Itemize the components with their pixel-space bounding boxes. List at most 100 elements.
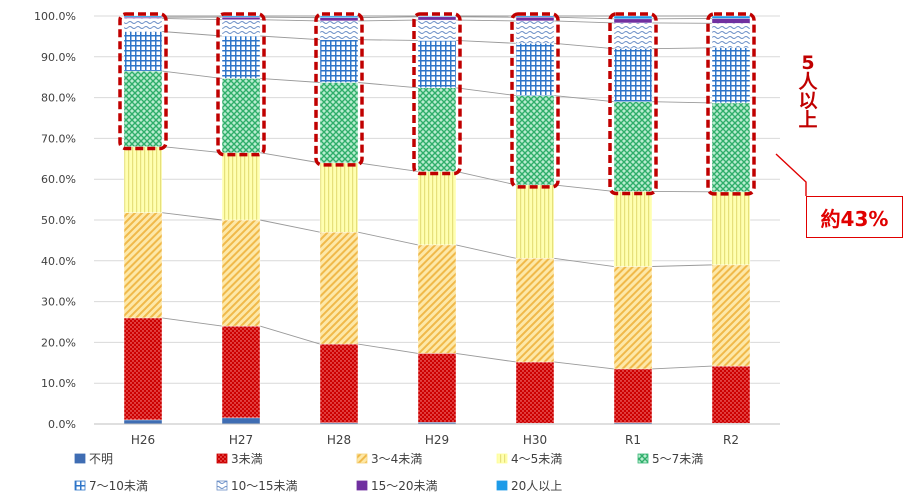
bar-segment [516, 43, 554, 95]
connector-line [358, 344, 418, 353]
connector-line [358, 40, 418, 41]
y-tick-label: 20.0% [41, 336, 76, 349]
bar-segment [712, 16, 750, 18]
bar-segment [516, 258, 554, 362]
bar-segment [516, 16, 554, 17]
bar-segment [124, 318, 162, 420]
y-tick-label: 70.0% [41, 132, 76, 145]
bar-segment [418, 353, 456, 422]
x-tick-label: H29 [425, 433, 449, 447]
x-tick-label: H30 [523, 433, 547, 447]
bar-segment [614, 102, 652, 192]
bar-segment [418, 171, 456, 244]
bar-segment [124, 32, 162, 72]
bar-segment [418, 17, 456, 20]
bar-segment [222, 20, 260, 36]
bar-segment [320, 344, 358, 423]
connector-line [554, 258, 614, 266]
bar-segment [124, 147, 162, 213]
bar-segment [222, 16, 260, 17]
connector-line [260, 220, 320, 232]
x-tick-label: H27 [229, 433, 253, 447]
bar-segment [516, 17, 554, 21]
legend-swatch [357, 454, 367, 463]
x-tick-label: R2 [723, 433, 739, 447]
legend-label: 20人以上 [511, 479, 562, 493]
y-tick-label: 90.0% [41, 51, 76, 64]
bar-segment [418, 16, 456, 17]
callout-pointer-line [776, 154, 806, 196]
legend-swatch [638, 454, 648, 463]
legend-swatch [217, 454, 227, 463]
connector-line [554, 17, 614, 19]
bar-segment [222, 220, 260, 326]
bar-segment [124, 420, 162, 424]
legend-label: 4～5未満 [511, 452, 562, 466]
connector-line [554, 21, 614, 23]
bar-segment [614, 267, 652, 369]
connector-line [260, 78, 320, 82]
connector-line [358, 17, 418, 18]
connector-line [162, 71, 222, 78]
y-tick-label: 40.0% [41, 255, 76, 268]
bar-segment [614, 369, 652, 423]
connector-line [162, 318, 222, 326]
connector-line [162, 18, 222, 19]
bar-segment [222, 326, 260, 418]
connector-line [652, 102, 712, 103]
bar-segment [614, 49, 652, 102]
connector-line [554, 96, 614, 102]
bar-segment [614, 19, 652, 23]
bar-segment [124, 16, 162, 17]
bar-segment [222, 36, 260, 78]
bar-segment [418, 88, 456, 172]
bar-segment [712, 18, 750, 23]
bar-segment [516, 185, 554, 258]
connector-line [358, 163, 418, 172]
y-tick-label: 50.0% [41, 214, 76, 227]
bar-segment [222, 17, 260, 19]
legend-swatch [75, 481, 85, 490]
legend-label: 5～7未満 [652, 452, 703, 466]
connector-line [554, 185, 614, 192]
connector-line [652, 48, 712, 49]
bar-segment [712, 192, 750, 265]
bar-segment [614, 23, 652, 49]
bar-segment [320, 16, 358, 18]
legend-label: 10～15未満 [231, 479, 298, 493]
y-tick-label: 0.0% [48, 418, 76, 431]
bar-segment [712, 23, 750, 47]
y-tick-label: 100.0% [34, 10, 76, 23]
legend-label: 3未満 [231, 452, 263, 466]
connector-line [260, 20, 320, 21]
connector-line [456, 245, 516, 258]
connector-line [162, 147, 222, 153]
bar-segment [516, 362, 554, 423]
five-or-more-char: 上 [786, 111, 830, 130]
connector-line [652, 265, 712, 267]
x-tick-label: R1 [625, 433, 641, 447]
connector-line [358, 83, 418, 88]
bar-segment [516, 96, 554, 185]
connector-line [456, 20, 516, 21]
legend-swatch [357, 481, 367, 490]
bar-segment [320, 232, 358, 344]
connector-line [554, 43, 614, 48]
y-tick-label: 80.0% [41, 92, 76, 105]
bar-segment [712, 366, 750, 423]
bar-segment [124, 71, 162, 146]
connector-line [456, 353, 516, 362]
x-tick-label: H26 [131, 433, 155, 447]
y-axis: 0.0%10.0%20.0%30.0%40.0%50.0%60.0%70.0%8… [34, 10, 76, 431]
bar-segment [516, 21, 554, 43]
bar-segment [320, 18, 358, 21]
bar-segment [712, 48, 750, 103]
connector-line [554, 362, 614, 369]
bar-segment [222, 153, 260, 220]
bar-segment [124, 213, 162, 318]
five-or-more-label: 5 人 以 上 [786, 54, 830, 130]
